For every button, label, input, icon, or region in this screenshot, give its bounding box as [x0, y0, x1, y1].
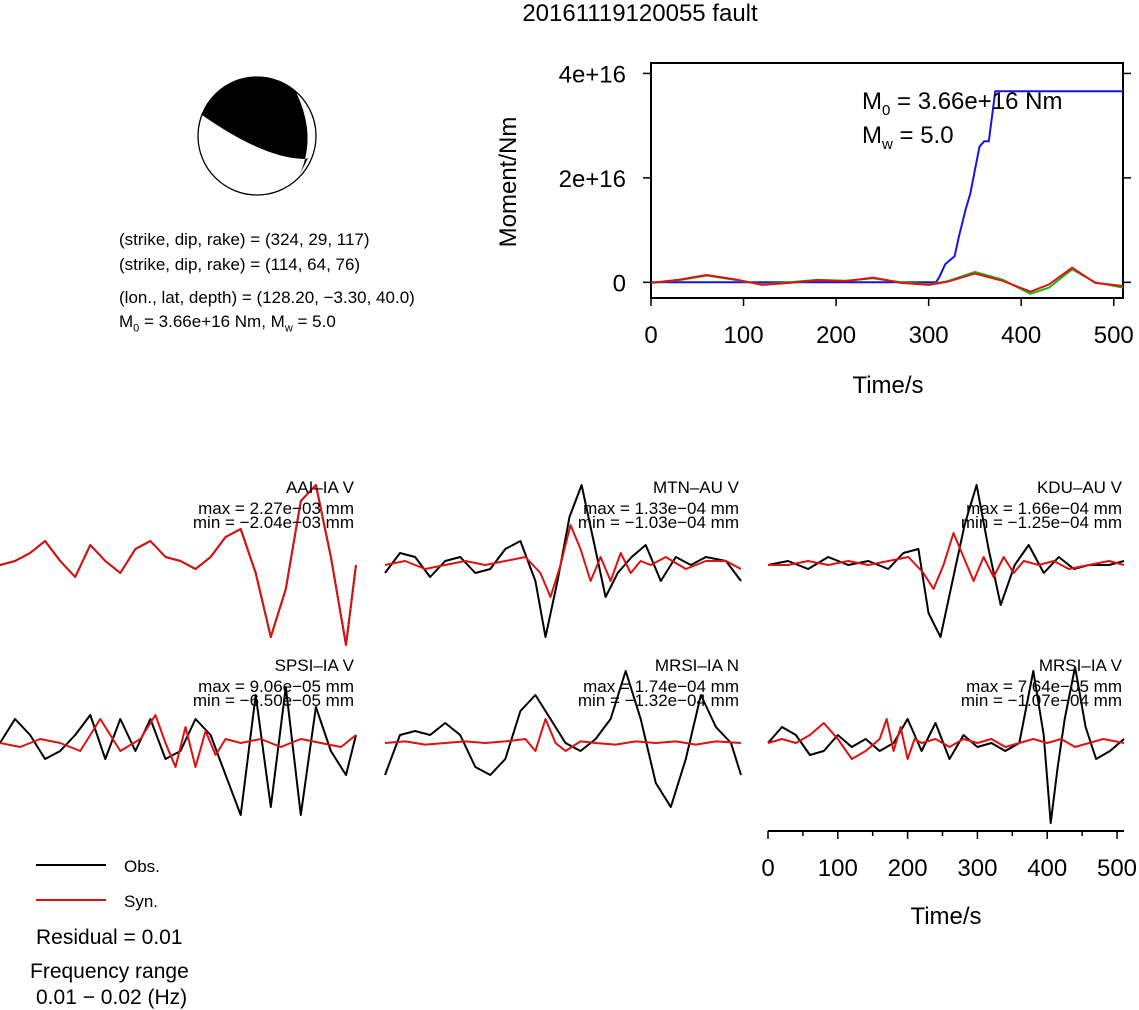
waveform-trace [384, 718, 742, 752]
waveform-trace [767, 718, 1125, 760]
waveform-trace [384, 524, 742, 598]
moment-annotation-mw: Mw = 5.0 [862, 122, 954, 153]
waveform-trace [767, 484, 1125, 638]
moment-series-line [650, 266, 1124, 293]
moment-annotation-m0: M0 = 3.66e+16 Nm [862, 88, 1062, 119]
station-label: MRSI–IA N [655, 656, 739, 675]
station-label: AAI–IA V [286, 478, 355, 497]
moment-x-tick-label: 100 [724, 322, 764, 349]
waveform-time-axis: 0 100 200 300 400 500 [761, 830, 1137, 882]
waveform-max-label: max = 1.74e−04 mm [583, 677, 739, 696]
waveform-max-label: max = 2.27e−03 mm [198, 499, 354, 518]
frequency-range-value: 0.01 − 0.02 (Hz) [36, 986, 188, 1009]
waveform-min-label: min = −1.07e−04 mm [961, 691, 1122, 710]
moment-chart: 0 100 200 300 400 500 0 2e+16 4e+16 Time/s Momen… [495, 61, 1134, 399]
station-label: KDU–AU V [1037, 478, 1123, 497]
moment-x-tick-label: 400 [1001, 322, 1041, 349]
waveform-max-label: max = 1.33e−04 mm [583, 499, 739, 518]
beachball-compression-sliver [296, 158, 308, 180]
moment-x-axis-label: Time/s [852, 372, 923, 399]
waveform-min-label: min = −2.04e−03 mm [193, 513, 354, 532]
waveform-x-axis-label: Time/s [910, 903, 981, 930]
residual-value: Residual = 0.01 [36, 926, 183, 949]
mw-value: = 5.0 [292, 312, 336, 331]
legend-obs-label: Obs. [124, 857, 160, 876]
waveform-axis-tick-label: 0 [761, 855, 774, 882]
waveform-trace [767, 666, 1125, 824]
mw-subscript: w [284, 322, 293, 335]
m0-value: = 3.66e+16 Nm, M [139, 312, 285, 331]
waveform-axis-tick-label: 200 [888, 855, 928, 882]
waveform-axis-tick-label: 400 [1027, 855, 1067, 882]
beachball-compression-quadrant [202, 77, 308, 159]
moment-y-tick-label: 4e+16 [559, 61, 626, 88]
waveform-trace [0, 714, 357, 768]
station-label: MRSI–IA V [1039, 656, 1123, 675]
moment-axis-ticks: 0 100 200 300 400 500 0 2e+16 4e+16 [559, 61, 1134, 349]
moment-y-tick-label: 2e+16 [559, 166, 626, 193]
waveform-trace [384, 670, 742, 808]
waveform-min-label: min = −6.50e−05 mm [193, 691, 354, 710]
station-label: SPSI–IA V [275, 656, 355, 675]
waveform-trace [0, 484, 357, 646]
moment-series [650, 90, 1124, 295]
waveform-axis-tick-label: 300 [957, 855, 997, 882]
moment-x-tick-label: 200 [816, 322, 856, 349]
waveform-max-label: max = 7.64e−05 mm [966, 677, 1122, 696]
hypocenter-location: (lon., lat, depth) = (128.20, −3.30, 40.… [119, 288, 415, 307]
moment-series-line [651, 90, 1123, 284]
beachball [197, 76, 317, 196]
waveform-axis-tick-label: 100 [818, 855, 858, 882]
waveform-min-label: min = −1.03e−04 mm [578, 513, 739, 532]
moment-y-axis-label: Moment/Nm [495, 117, 522, 248]
waveform-trace [768, 532, 1125, 590]
page-title: 20161119120055 fault [522, 0, 758, 27]
moment-y-tick-label: 0 [613, 270, 626, 297]
moment-magnitude-summary: M0 = 3.66e+16 Nm, Mw = 5.0 [119, 312, 336, 334]
m0-subscript: 0 [133, 322, 140, 335]
waveform-axis-tick-label: 500 [1097, 855, 1137, 882]
moment-x-tick-label: 500 [1094, 322, 1134, 349]
frequency-range-title: Frequency range [30, 960, 189, 983]
m0-symbol: M [119, 312, 134, 331]
moment-plot-frame [650, 62, 1124, 299]
waveform-min-label: min = −1.32e−04 mm [578, 691, 739, 710]
moment-x-tick-label: 300 [909, 322, 949, 349]
waveform-min-label: min = −1.25e−04 mm [961, 513, 1122, 532]
legend-syn-label: Syn. [124, 892, 159, 911]
station-label: MTN–AU V [653, 478, 740, 497]
legend-lines [36, 864, 106, 901]
nodal-plane-2: (strike, dip, rake) = (114, 64, 76) [119, 255, 361, 274]
waveform-max-label: max = 1.66e−04 mm [966, 499, 1122, 518]
moment-x-tick-label: 0 [644, 322, 657, 349]
nodal-plane-1: (strike, dip, rake) = (324, 29, 117) [119, 230, 370, 249]
waveform-max-label: max = 9.06e−05 mm [198, 677, 354, 696]
